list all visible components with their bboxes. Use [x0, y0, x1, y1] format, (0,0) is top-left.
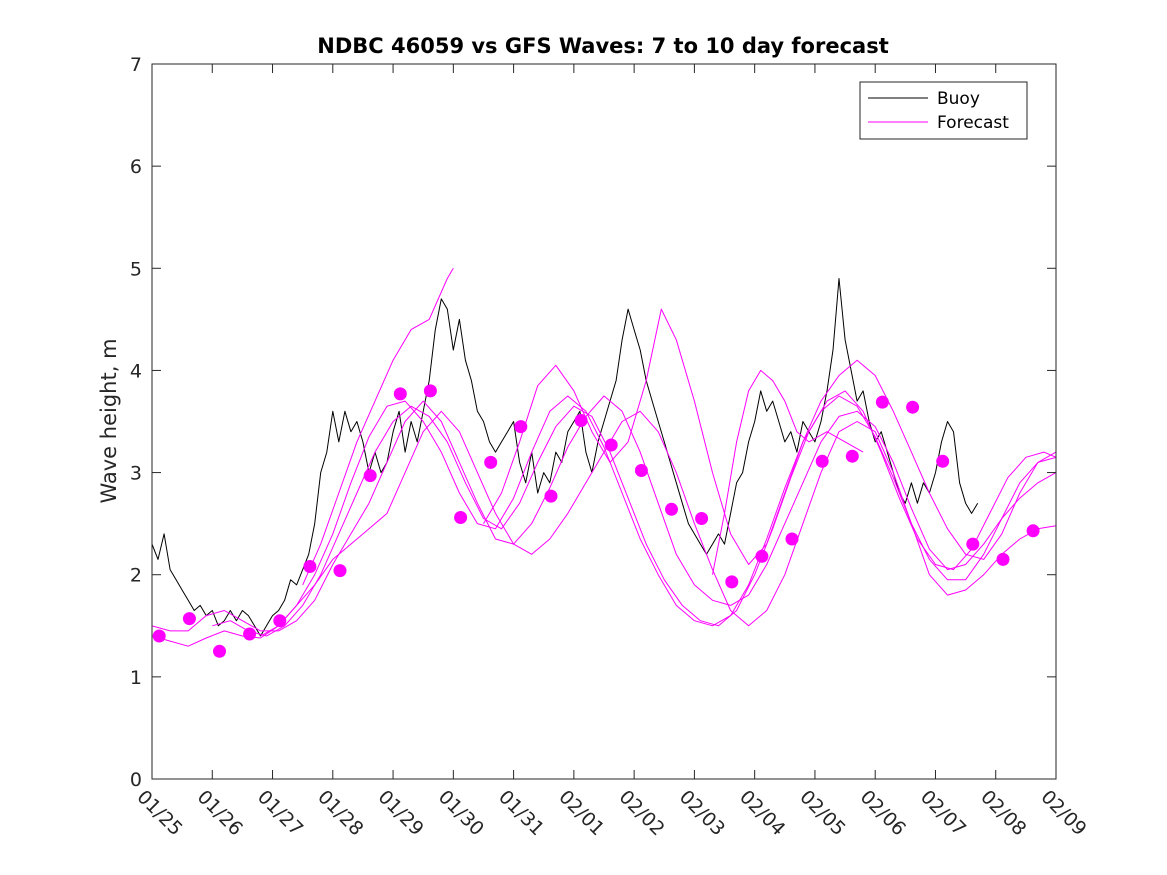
forecast-dot-1	[182, 612, 196, 626]
forecast-dot-18	[695, 512, 709, 525]
forecast-line-3	[212, 390, 1056, 637]
forecast-dot-10	[454, 511, 468, 524]
forecast-dot-12	[514, 420, 528, 434]
forecast-dot-15	[604, 438, 618, 452]
forecast-dot-21	[785, 532, 799, 546]
forecast-dot-20	[755, 549, 769, 563]
forecast-line-6	[483, 308, 1056, 565]
legend-forecast-label: Forecast	[937, 113, 1009, 133]
y-tick-label-4: 4	[130, 360, 142, 382]
forecast-dot-25	[906, 400, 920, 414]
forecast-dot-0	[152, 629, 166, 643]
y-axis-label: Wave height, m	[97, 338, 121, 503]
y-tick-label-2: 2	[130, 565, 142, 587]
forecast-dot-13	[544, 489, 558, 503]
y-tick-label-1: 1	[130, 667, 142, 689]
forecast-dot-28	[996, 552, 1010, 566]
forecast-dot-17	[665, 502, 678, 516]
forecast-dot-22	[815, 454, 829, 468]
forecast-line-4	[260, 395, 1056, 637]
forecast-dot-8	[393, 387, 407, 401]
forecast-dot-2	[213, 644, 226, 658]
chart-title: NDBC 46059 vs GFS Waves: 7 to 10 day for…	[317, 34, 888, 58]
legend: Buoy Forecast	[859, 81, 1028, 140]
forecast-dot-7	[363, 469, 377, 483]
forecast-dot-6	[333, 564, 347, 578]
plot-area	[152, 268, 1056, 658]
forecast-line-7	[712, 369, 864, 575]
legend-buoy-label: Buoy	[937, 89, 980, 109]
forecast-dot-19	[725, 575, 739, 589]
forecast-dot-4	[273, 614, 287, 628]
forecast-dot-27	[966, 537, 980, 551]
forecast-dot-3	[243, 627, 257, 641]
forecast-dot-16	[634, 464, 648, 477]
forecast-dot-14	[574, 414, 588, 427]
forecast-dot-9	[423, 384, 437, 398]
y-tick-label-7: 7	[130, 54, 142, 76]
legend-box	[859, 81, 1028, 140]
buoy-line	[152, 278, 979, 637]
y-tick-label-3: 3	[130, 463, 142, 485]
forecast-dot-5	[303, 560, 317, 573]
y-tick-label-5: 5	[130, 258, 142, 280]
forecast-dot-29	[1026, 524, 1040, 538]
forecast-line-2	[152, 395, 1056, 632]
forecast-dot-11	[484, 455, 498, 469]
axes-box	[151, 63, 1057, 780]
y-tick-label-6: 6	[130, 156, 142, 178]
forecast-dot-24	[875, 395, 889, 409]
forecast-line-5	[302, 268, 454, 586]
forecast-dot-23	[845, 449, 859, 463]
y-tick-label-0: 0	[130, 769, 142, 791]
forecast-dot-26	[936, 454, 950, 468]
